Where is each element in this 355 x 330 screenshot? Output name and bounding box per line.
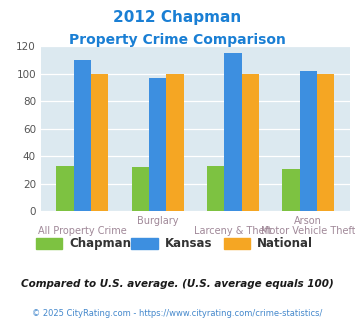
Bar	[300, 71, 317, 211]
Text: 2012 Chapman: 2012 Chapman	[113, 10, 242, 25]
Text: Kansas: Kansas	[165, 237, 213, 250]
Bar	[282, 169, 300, 211]
Text: All Property Crime: All Property Crime	[38, 226, 127, 236]
Text: Burglary: Burglary	[137, 216, 178, 226]
Text: Arson: Arson	[294, 216, 322, 226]
Bar	[132, 167, 149, 211]
Bar	[224, 53, 242, 211]
Text: Larceny & Theft: Larceny & Theft	[194, 226, 272, 236]
Text: Compared to U.S. average. (U.S. average equals 100): Compared to U.S. average. (U.S. average …	[21, 279, 334, 289]
Bar	[166, 74, 184, 211]
Bar	[91, 74, 108, 211]
Bar	[242, 74, 259, 211]
Text: Chapman: Chapman	[69, 237, 131, 250]
Bar	[73, 60, 91, 211]
Bar	[207, 166, 224, 211]
Text: Motor Vehicle Theft: Motor Vehicle Theft	[261, 226, 355, 236]
Bar	[149, 78, 166, 211]
Text: National: National	[257, 237, 313, 250]
Bar	[317, 74, 334, 211]
Text: Property Crime Comparison: Property Crime Comparison	[69, 33, 286, 47]
Bar	[56, 166, 73, 211]
Text: © 2025 CityRating.com - https://www.cityrating.com/crime-statistics/: © 2025 CityRating.com - https://www.city…	[32, 309, 323, 317]
